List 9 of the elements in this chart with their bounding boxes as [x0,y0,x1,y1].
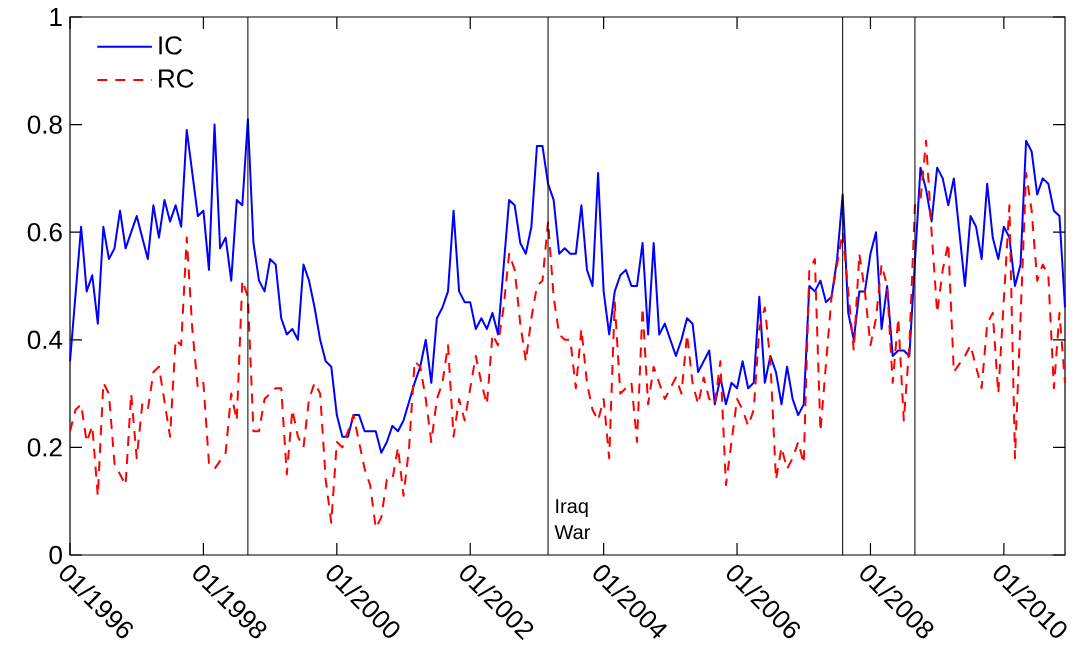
y-tick-label: 0.2 [27,438,62,457]
y-tick-label: 1 [50,8,62,26]
y-tick-label: 0.6 [27,222,62,242]
legend-label: IC [159,36,182,55]
y-tick-label: 0.4 [27,330,63,349]
y-tick-label: 0 [49,545,62,565]
y-tick-label: 0.8 [27,115,62,134]
ref-line-label: Iraq War [554,499,591,540]
legend-label: RC [159,69,194,88]
